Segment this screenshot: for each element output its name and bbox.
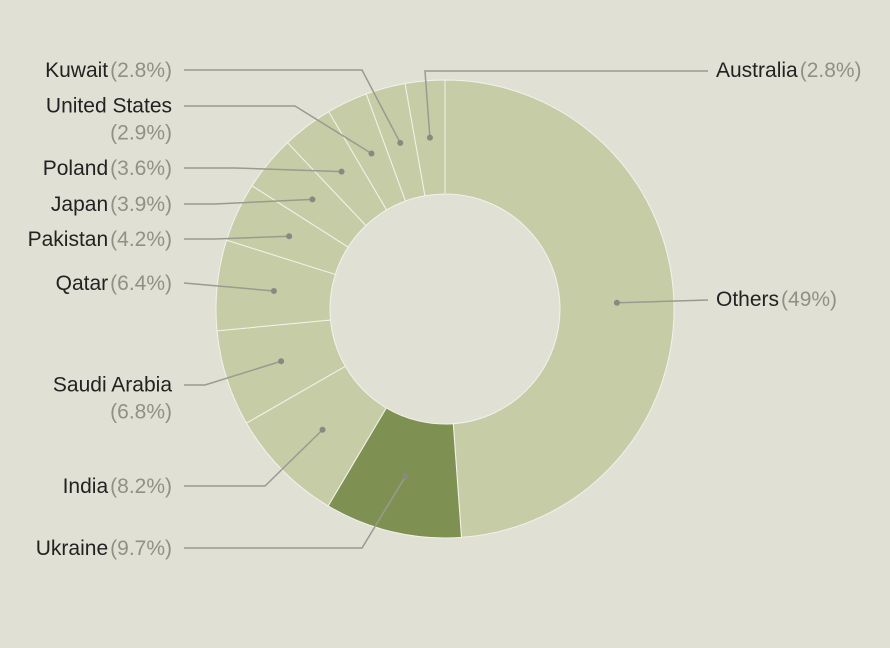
label-value: (9.7%) (110, 537, 172, 560)
leader-line (184, 105, 372, 155)
label-name: Others (716, 288, 779, 311)
label: Others(49%) (716, 288, 837, 311)
leader-dot (426, 134, 433, 141)
leader-line (184, 167, 342, 173)
leader-dot (278, 358, 285, 365)
leader-dot (319, 426, 326, 433)
label-value: (2.9%) (110, 122, 172, 145)
leader-dot (613, 299, 620, 306)
label: Kuwait(2.8%) (45, 59, 172, 82)
label-name: United States (46, 95, 172, 118)
label-name: Poland (43, 157, 108, 180)
label-value: (6.4%) (110, 272, 172, 295)
label-value: (3.6%) (110, 157, 172, 180)
label: Japan(3.9%) (51, 193, 172, 216)
label-value: (6.8%) (110, 401, 172, 424)
leader-line (616, 299, 709, 304)
leader-dot (397, 139, 404, 146)
label: Ukraine(9.7%) (36, 537, 172, 560)
label-value: (4.2%) (110, 228, 172, 251)
label-value: (49%) (781, 288, 837, 311)
label-name: Pakistan (28, 228, 109, 251)
leader-dot (402, 473, 409, 480)
leader-dot (309, 196, 316, 203)
leader-dot (368, 150, 375, 157)
leader-line (184, 429, 324, 487)
label-value: (3.9%) (110, 193, 172, 216)
label-value: (8.2%) (110, 475, 172, 498)
leader-dot (270, 287, 277, 294)
leader-dot (338, 168, 345, 175)
slice (444, 79, 675, 538)
leader-line (183, 282, 275, 292)
slice (404, 79, 446, 197)
label: India(8.2%) (63, 475, 172, 498)
label-name: Qatar (56, 272, 109, 295)
label-value: (2.8%) (110, 59, 172, 82)
leader-dot (286, 233, 293, 240)
label-name: India (63, 475, 109, 498)
leader-line (424, 70, 708, 138)
leader-line (184, 235, 290, 240)
label: Qatar(6.4%) (56, 272, 172, 295)
leader-line (184, 476, 407, 549)
leader-line (184, 198, 313, 205)
label: Pakistan(4.2%) (28, 228, 172, 251)
label-name: Australia (716, 59, 798, 82)
label-name: Japan (51, 193, 108, 216)
label: Poland(3.6%) (43, 157, 172, 180)
leader-line (184, 69, 401, 144)
label: Australia(2.8%) (716, 59, 862, 82)
leader-line (184, 360, 282, 386)
label-name: Ukraine (36, 537, 108, 560)
label-name: Kuwait (45, 59, 108, 82)
label-name: Saudi Arabia (53, 374, 172, 397)
label-value: (2.8%) (800, 59, 862, 82)
